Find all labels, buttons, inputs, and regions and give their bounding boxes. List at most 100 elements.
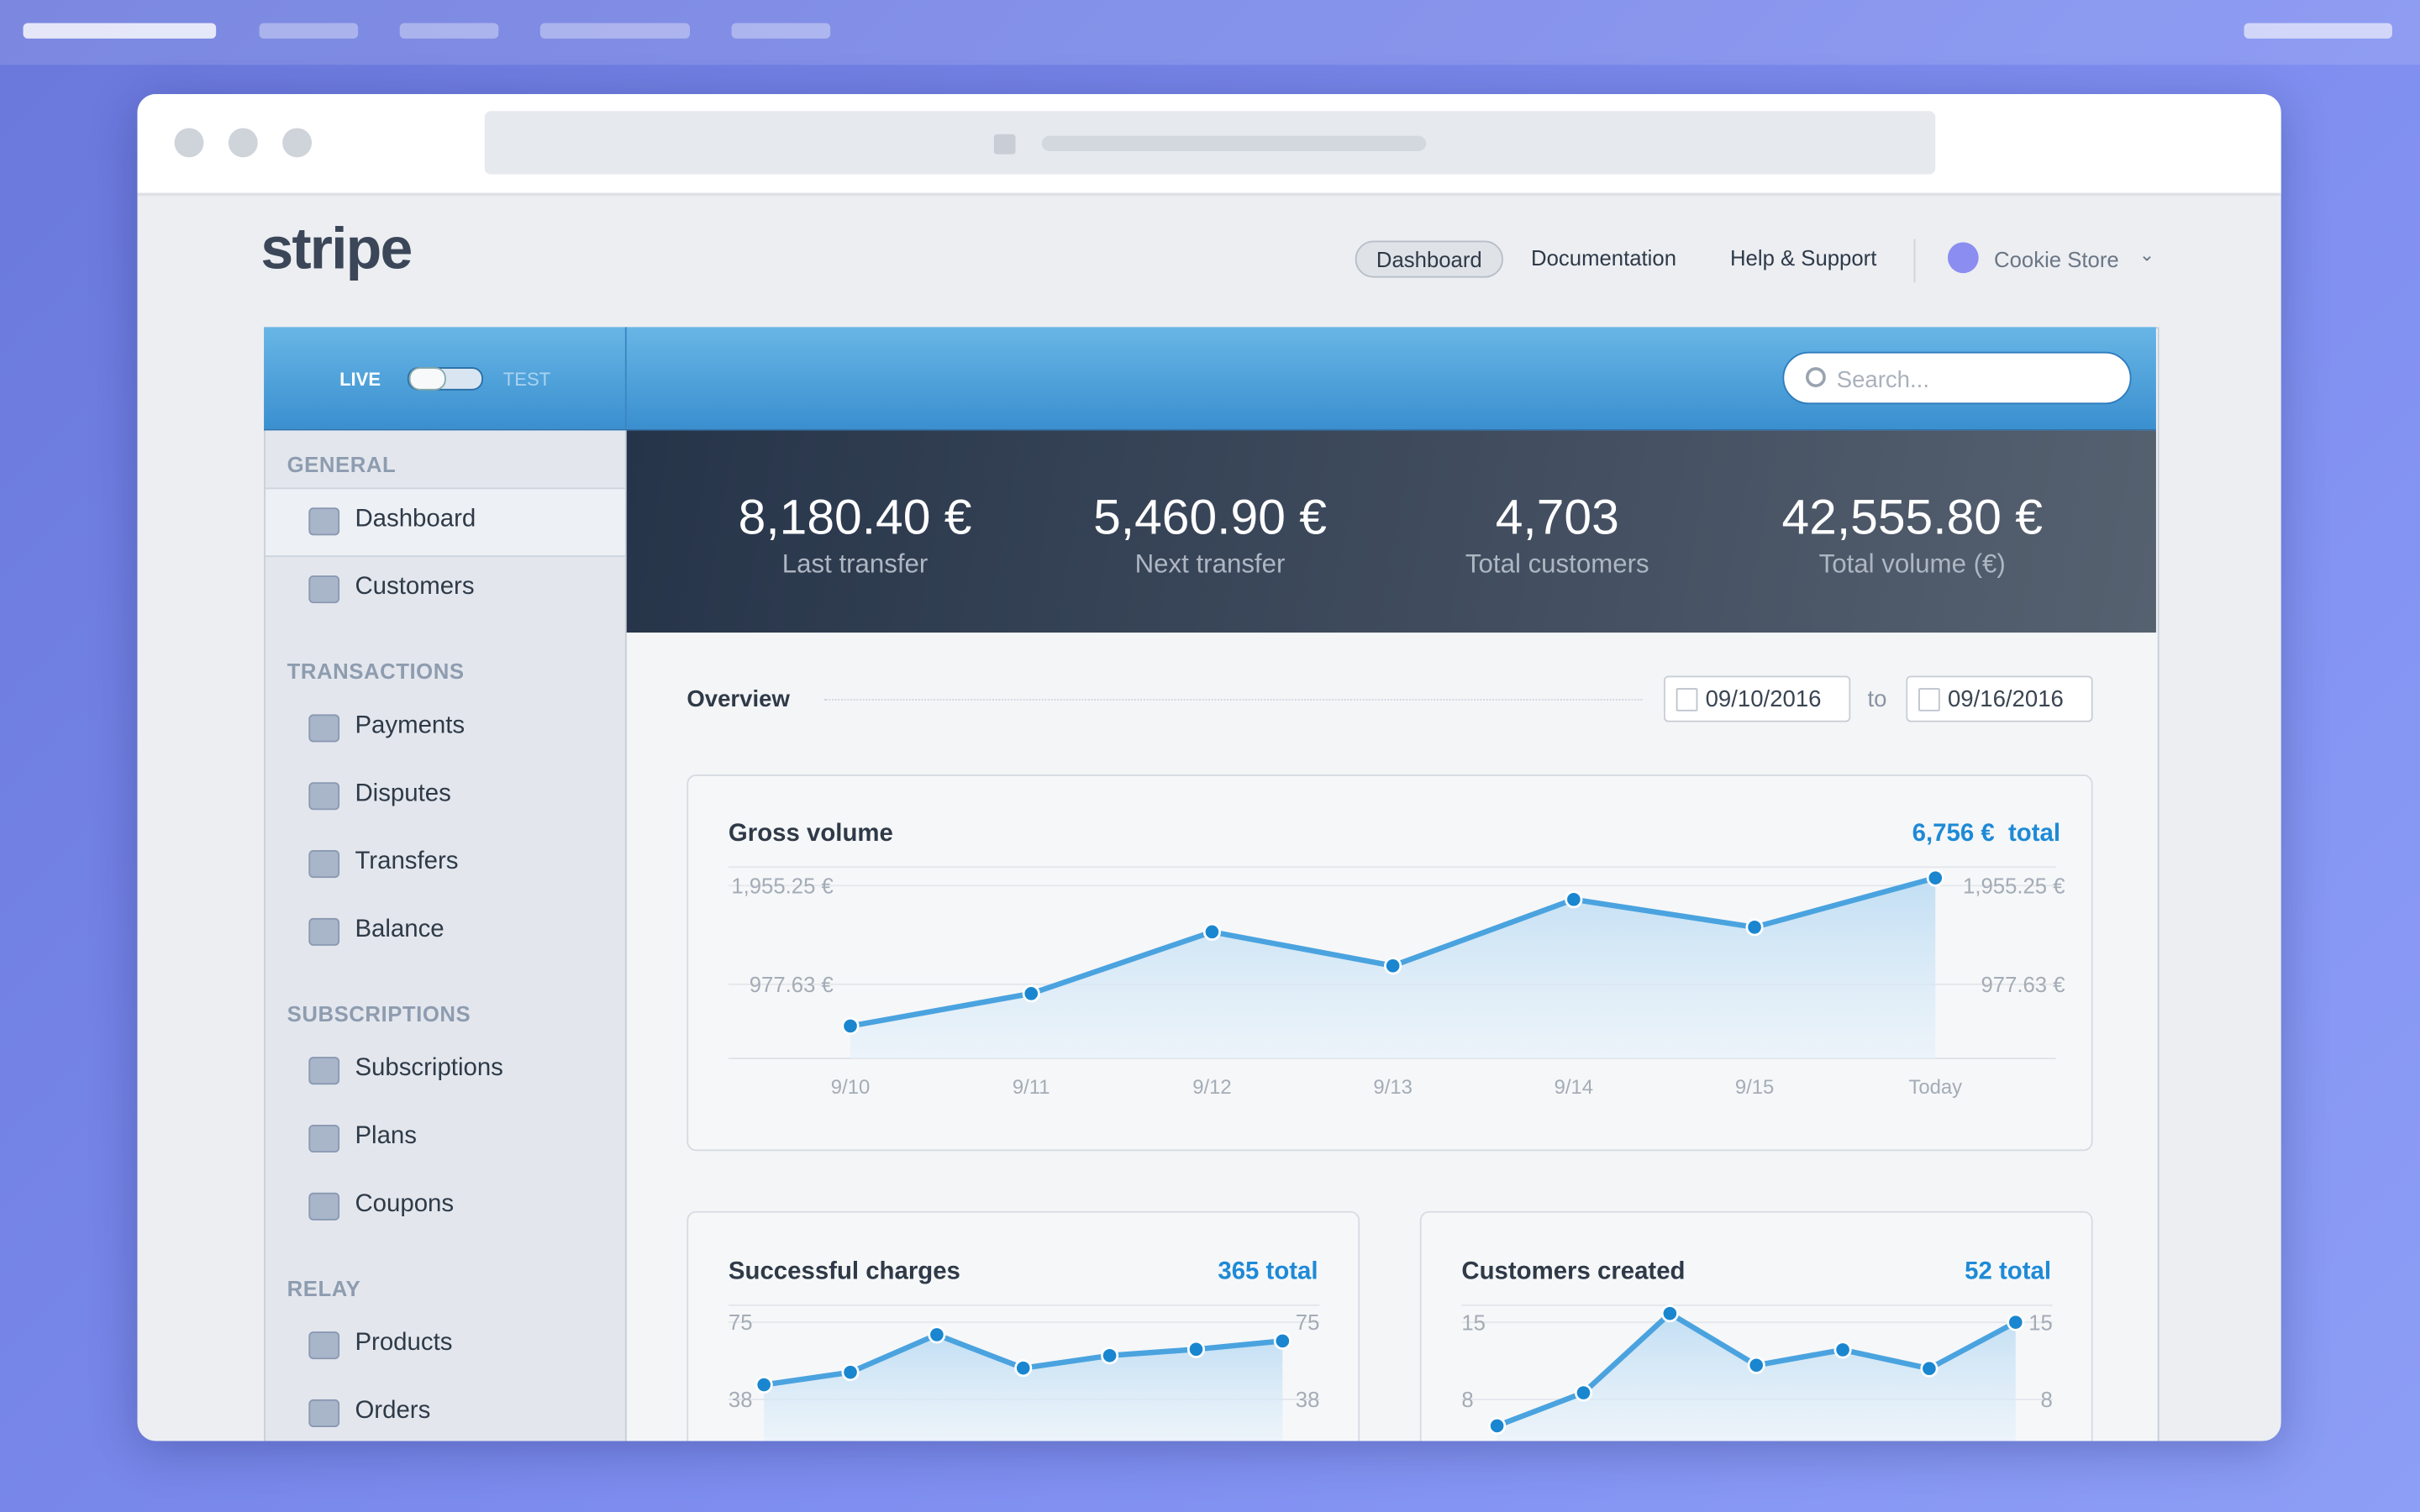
point [1186,1340,1206,1358]
y-tick-label: 75 [1296,1311,1320,1335]
chart-total: 6,756 € total [1912,819,2060,847]
section-title: Overview [687,686,790,713]
y-tick-label: 38 [1296,1389,1320,1412]
sidebar-item[interactable]: Disputes [355,780,451,807]
tab[interactable] [259,23,359,39]
y-tick-label: 75 [729,1311,753,1335]
stat-label: Last transfer [781,549,929,579]
live-label[interactable]: LIVE [339,368,381,391]
point [841,1016,860,1036]
point [1745,918,1764,937]
y-tick-label: 8 [1461,1389,1473,1412]
sidebar-icon [308,507,340,536]
stat-value: 4,703 [1495,489,1619,545]
avatar[interactable] [1947,242,1979,274]
y-tick-label: 1,955.25 € [1963,874,2065,898]
y-tick-label: 977.63 € [1981,974,2065,997]
chart-title: Gross volume [729,819,893,847]
search-placeholder[interactable]: Search... [1836,367,1929,394]
divider [823,699,1643,701]
sidebar-icon [308,1057,340,1085]
y-tick-label: 977.63 € [750,974,834,997]
chart-total: 365 total [1218,1257,1318,1285]
tab[interactable] [23,23,217,39]
x-tick-label: 9/11 [1013,1076,1050,1099]
browser-window: stripe Dashboard Documentation Help & Su… [137,94,2281,1441]
sidebar-section: TRANSACTIONS [287,659,465,684]
sidebar-icon [308,1192,340,1221]
stat-value: 8,180.40 € [738,489,972,545]
tab[interactable] [539,23,691,39]
nav-link[interactable]: Help & Support [1729,245,1877,270]
search-box[interactable] [1782,351,2132,405]
tab[interactable] [2244,23,2392,39]
sidebar-item[interactable]: Products [355,1330,453,1357]
date-from[interactable]: 09/10/2016 [1664,675,1851,722]
divider [1913,239,1916,283]
sidebar-item[interactable]: Orders [355,1398,431,1425]
window-button[interactable] [228,128,258,158]
chart-title: Successful charges [729,1257,960,1285]
point [2007,1313,2025,1331]
point [928,1326,946,1344]
sidebar-section: GENERAL [287,452,397,477]
point [1926,869,1944,887]
sidebar-section: RELAY [287,1275,361,1301]
point [1273,1331,1292,1350]
sidebar-item[interactable]: Payments [355,712,466,739]
tab[interactable] [399,23,499,39]
sidebar-section: SUBSCRIPTIONS [287,1001,471,1026]
sidebar-icon [308,917,340,946]
stat-value: 5,460.90 € [1093,489,1327,545]
stat-label: Total volume (€) [1818,549,2006,579]
sidebar-item[interactable]: Subscriptions [355,1055,503,1082]
sidebar-item[interactable]: Dashboard [355,506,476,533]
tab[interactable] [731,23,831,39]
sidebar-icon [308,575,340,604]
sidebar-item[interactable]: Transfers [355,848,459,875]
sidebar-item[interactable]: Plans [355,1123,417,1150]
point [1833,1341,1852,1359]
account-name[interactable]: Cookie Store [1994,246,2119,272]
divider [624,327,627,429]
top-bar [0,0,2420,66]
sidebar-item[interactable]: Balance [355,916,445,943]
y-tick-label: 15 [1461,1311,1486,1335]
y-tick-label: 15 [2028,1311,2053,1335]
x-tick-label: 9/12 [1192,1076,1231,1099]
window-button[interactable] [174,128,204,158]
toggle-knob [408,367,446,391]
url-placeholder [1041,135,1427,152]
point [1014,1359,1033,1378]
point [1574,1383,1593,1402]
y-tick-label: 38 [729,1389,753,1412]
lock-icon [993,134,1016,155]
chart-total: 52 total [1965,1257,2051,1285]
dropdown-caret[interactable]: ⌄ [2139,244,2155,265]
point [1384,957,1402,975]
stats-band [626,430,2156,633]
stat-label: Next transfer [1134,549,1286,579]
sidebar-item[interactable]: Coupons [355,1190,455,1218]
point [755,1375,773,1394]
area [764,1334,1283,1441]
calendar-icon [1676,688,1698,711]
nav-link[interactable]: Documentation [1531,245,1677,270]
window-button[interactable] [282,128,313,158]
sidebar-icon [308,850,340,879]
charts: Gross volume 6,756 € total 977.63 € 977.63 … [729,819,2065,1441]
nav-link[interactable]: Dashboard [1355,240,1503,278]
point [1488,1416,1507,1435]
logo[interactable]: stripe [260,217,413,283]
sidebar-item[interactable]: Customers [355,574,475,601]
point [1022,984,1040,1003]
sidebar-icon [308,782,340,811]
point [1565,890,1583,909]
x-tick-label: Today [1908,1076,1962,1099]
date-to[interactable]: 09/16/2016 [1906,675,2093,722]
chart-title: Customers created [1461,1257,1685,1285]
x-tick-label: 9/14 [1555,1076,1593,1099]
test-label[interactable]: TEST [502,368,551,391]
